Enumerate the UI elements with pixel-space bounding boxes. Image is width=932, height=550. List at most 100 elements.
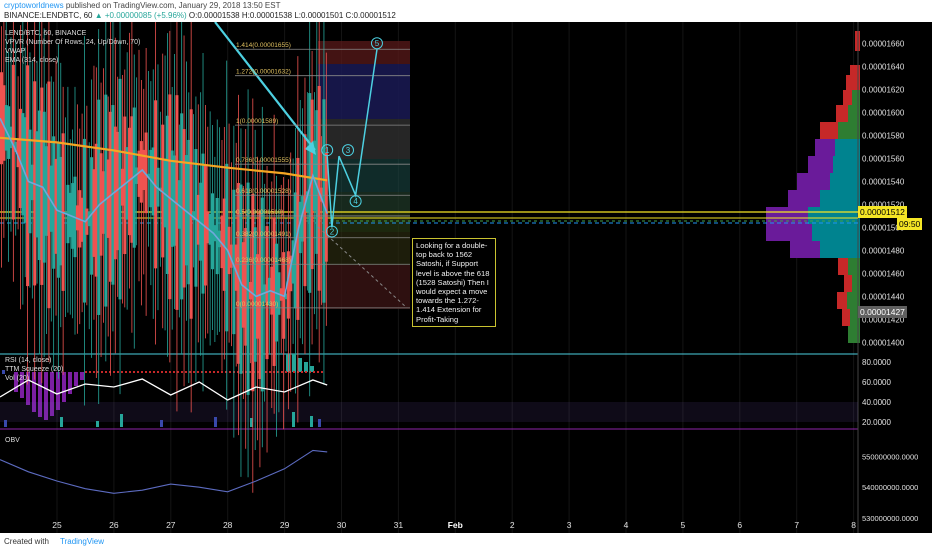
projection-marker xyxy=(349,195,362,208)
vpvr-bar xyxy=(808,207,860,224)
candle-body xyxy=(291,240,295,284)
footer: Created with TradingView xyxy=(0,533,932,550)
ttm-bar xyxy=(32,372,36,412)
ttm-bar xyxy=(20,372,24,398)
vpvr-bar xyxy=(842,309,850,326)
candle-body xyxy=(2,85,6,161)
candle-body xyxy=(116,131,120,251)
candle-body xyxy=(213,225,217,242)
candle-body xyxy=(293,192,297,309)
vpvr-bar xyxy=(766,224,812,241)
volume-bar xyxy=(310,416,313,427)
candle-body xyxy=(128,127,132,236)
projection-label: 1 xyxy=(325,146,330,155)
obv-line xyxy=(0,449,328,494)
candle-body xyxy=(298,201,302,254)
candle-body xyxy=(284,293,288,300)
indicator-ttm: TTM Squeeze (20) xyxy=(5,366,64,373)
projection-layer: 1 2 3 4 5 xyxy=(321,37,383,238)
candle-body xyxy=(227,226,231,275)
volume-bar xyxy=(214,417,217,427)
candle-body xyxy=(132,107,136,248)
vpvr-bar xyxy=(852,275,860,292)
vpvr-bar xyxy=(788,190,820,207)
annotation-note[interactable]: Looking for a double-top back to 1562 Sa… xyxy=(412,238,496,327)
candle-body xyxy=(106,159,110,238)
rsi-layer xyxy=(0,378,328,401)
vpvr-bar xyxy=(850,65,860,75)
volume-bar xyxy=(96,421,99,427)
created-with-text: Created with xyxy=(4,537,49,546)
candle-body xyxy=(168,94,172,300)
vpvr-bar xyxy=(790,241,820,258)
indicator-obv: OBV xyxy=(5,437,20,444)
candle-body xyxy=(11,64,15,220)
candle-body xyxy=(156,167,160,207)
y-tick-label: 0.00001640 xyxy=(862,62,905,71)
x-tick-label: 30 xyxy=(337,520,347,530)
candle-body xyxy=(320,187,324,202)
y-tick-label: 0.00001480 xyxy=(862,246,905,255)
x-tick-label: 4 xyxy=(624,520,629,530)
volume-bar xyxy=(4,420,7,427)
candle-body xyxy=(308,93,312,293)
projection-marker xyxy=(342,144,355,157)
volume-bar xyxy=(292,412,295,427)
candle-body xyxy=(229,244,233,268)
y-tick-label: 0.00001540 xyxy=(862,177,905,186)
tradingview-link[interactable]: TradingView xyxy=(60,537,105,546)
candle-body xyxy=(90,157,94,275)
x-tick-label: 6 xyxy=(737,520,742,530)
indicator-vwap: VWAP xyxy=(5,48,26,55)
ema-line xyxy=(0,136,328,182)
indicator-vol: Vol (20) xyxy=(5,375,30,382)
fib-level-label: 1.272(0.00001632) xyxy=(236,69,291,76)
candle-body xyxy=(163,158,167,228)
candle-body xyxy=(203,165,207,286)
candle-body xyxy=(97,99,101,315)
volume-bar xyxy=(120,414,123,427)
candle-body xyxy=(146,173,150,178)
candle-body xyxy=(211,193,215,270)
fib-band-1414 xyxy=(318,41,410,64)
author-link[interactable]: cryptoworldnews xyxy=(4,1,64,10)
volume-bar xyxy=(160,420,163,427)
candle-body xyxy=(104,94,108,307)
candle-body xyxy=(296,157,300,320)
candle-body xyxy=(177,180,181,229)
ttm-bar xyxy=(80,372,84,380)
candle-body xyxy=(317,86,321,291)
fib-layer: 1.414(0.00001655) 1.272(0.00001632) 1(0.00… xyxy=(235,42,410,309)
candle-body xyxy=(120,168,124,206)
candle-body xyxy=(135,167,139,184)
dashed-projection xyxy=(317,226,407,308)
fib-band-5 xyxy=(318,212,410,232)
volume-bar xyxy=(250,418,253,427)
y-tick-label: 0.00001560 xyxy=(862,154,905,163)
chart-canvas[interactable]: 1.414(0.00001655) 1.272(0.00001632) 1(0.00… xyxy=(0,22,932,533)
ttm-bar xyxy=(68,372,72,394)
projection-marker xyxy=(321,144,334,157)
y-tick-label: 0.00001580 xyxy=(862,131,905,140)
vpvr-bar xyxy=(848,326,860,343)
ttm-bar xyxy=(62,372,66,402)
vpvr-bar xyxy=(848,105,860,122)
fib-level-label: 0(0.00001430) xyxy=(236,301,278,308)
current-price-tag: 0.00001512 xyxy=(858,206,907,218)
low-price-tag: 0.00001427 xyxy=(858,306,907,318)
candle-body xyxy=(310,99,314,270)
candle-body xyxy=(301,196,305,242)
candle-body xyxy=(248,281,252,300)
x-tick-label: 27 xyxy=(166,520,176,530)
volume-bar xyxy=(60,417,63,427)
candle-body xyxy=(251,193,255,392)
projection-label: 3 xyxy=(346,146,351,155)
countdown-tag: 09:50 xyxy=(897,218,923,230)
obv-layer xyxy=(0,449,328,494)
candle-body xyxy=(303,134,307,287)
candle-body xyxy=(109,111,113,282)
candle-body xyxy=(201,153,205,294)
candle-body xyxy=(286,251,290,319)
vpvr-bar xyxy=(820,241,860,258)
ttm-squeeze-histogram xyxy=(2,354,314,420)
